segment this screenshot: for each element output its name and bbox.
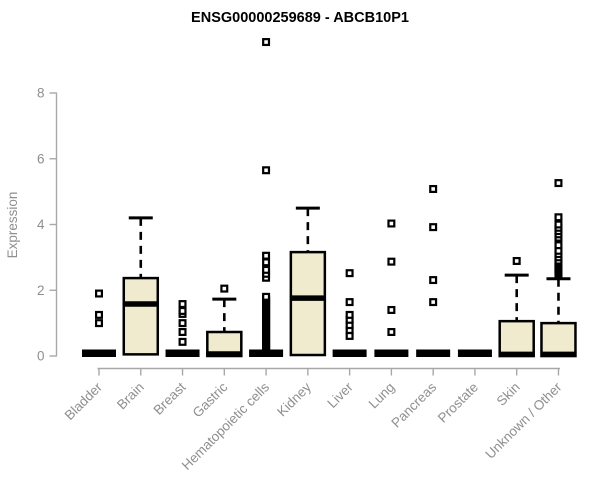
outlier-point-unknown-other	[554, 179, 563, 188]
collapsed-box-prostate	[457, 349, 492, 357]
outlier-point-breast	[178, 306, 187, 315]
outlier-point-bladder	[94, 289, 103, 298]
outlier-point-hematopoietic-cells	[262, 166, 271, 175]
outlier-point-lung	[387, 305, 396, 314]
y-tick-label-2: 2	[37, 283, 45, 298]
outlier-point-liver	[345, 269, 354, 278]
y-tick-label-8: 8	[37, 86, 45, 101]
outlier-point-breast	[178, 319, 187, 328]
outlier-point-pancreas	[429, 276, 438, 285]
collapsed-box-pancreas	[416, 349, 451, 357]
outlier-point-bladder	[94, 319, 103, 328]
box-kidney	[289, 250, 327, 357]
collapsed-box-bladder	[82, 349, 116, 357]
chart-title: ENSG00000259689 - ABCB10P1	[191, 10, 409, 26]
outlier-point-hematopoietic-cells	[262, 265, 271, 274]
x-category-label-lung: Lung	[366, 380, 398, 412]
outlier-point-pancreas	[429, 223, 438, 232]
x-category-label-pancreas: Pancreas	[388, 379, 439, 430]
outlier-point-skin	[512, 256, 521, 265]
box-brain	[122, 276, 160, 356]
outlier-point-breast	[178, 300, 187, 309]
outlier-point-lung	[387, 257, 396, 266]
y-tick-label-0: 0	[37, 349, 45, 364]
outlier-point-lung	[387, 219, 396, 228]
x-category-label-brain: Brain	[114, 380, 147, 413]
outlier-point-breast	[178, 337, 187, 346]
box-skin	[498, 319, 535, 358]
outlier-layer	[94, 38, 563, 356]
outlier-point-bladder	[94, 310, 103, 319]
collapsed-box-lung	[374, 349, 409, 357]
outlier-point-liver	[345, 298, 354, 307]
x-category-label-liver: Liver	[324, 379, 356, 411]
outlier-point-hematopoietic-cells	[262, 292, 271, 301]
outlier-point-pancreas	[429, 184, 438, 193]
outlier-point-breast	[178, 328, 187, 337]
collapsed-box-breast	[165, 349, 200, 357]
box-layer	[82, 206, 577, 358]
outlier-point-hematopoietic-cells	[262, 251, 271, 260]
collapsed-box-liver	[332, 349, 367, 357]
x-category-label-kidney: Kidney	[274, 379, 314, 419]
outlier-point-lung	[387, 328, 396, 337]
y-axis-label: Expression	[5, 192, 20, 259]
outlier-point-liver	[345, 310, 354, 319]
outlier-point-unknown-other	[554, 241, 563, 250]
outlier-point-pancreas	[429, 298, 438, 307]
outlier-point-hematopoietic-cells	[262, 38, 271, 47]
outlier-point-hematopoietic-cells	[262, 258, 271, 267]
x-category-label-prostate: Prostate	[435, 380, 481, 426]
box-unknown-other	[540, 321, 577, 358]
outlier-point-unknown-other	[554, 220, 563, 229]
x-category-label-unknown-other: Unknown / Other	[482, 379, 565, 462]
x-category-label-breast: Breast	[150, 379, 188, 417]
outlier-point-gastric	[220, 284, 229, 293]
x-category-label-bladder: Bladder	[62, 379, 106, 423]
x-category-label-gastric: Gastric	[190, 379, 231, 420]
y-tick-label-4: 4	[37, 217, 45, 232]
y-tick-label-6: 6	[37, 151, 45, 166]
outlier-point-unknown-other	[554, 213, 563, 222]
x-category-label-skin: Skin	[494, 380, 523, 409]
